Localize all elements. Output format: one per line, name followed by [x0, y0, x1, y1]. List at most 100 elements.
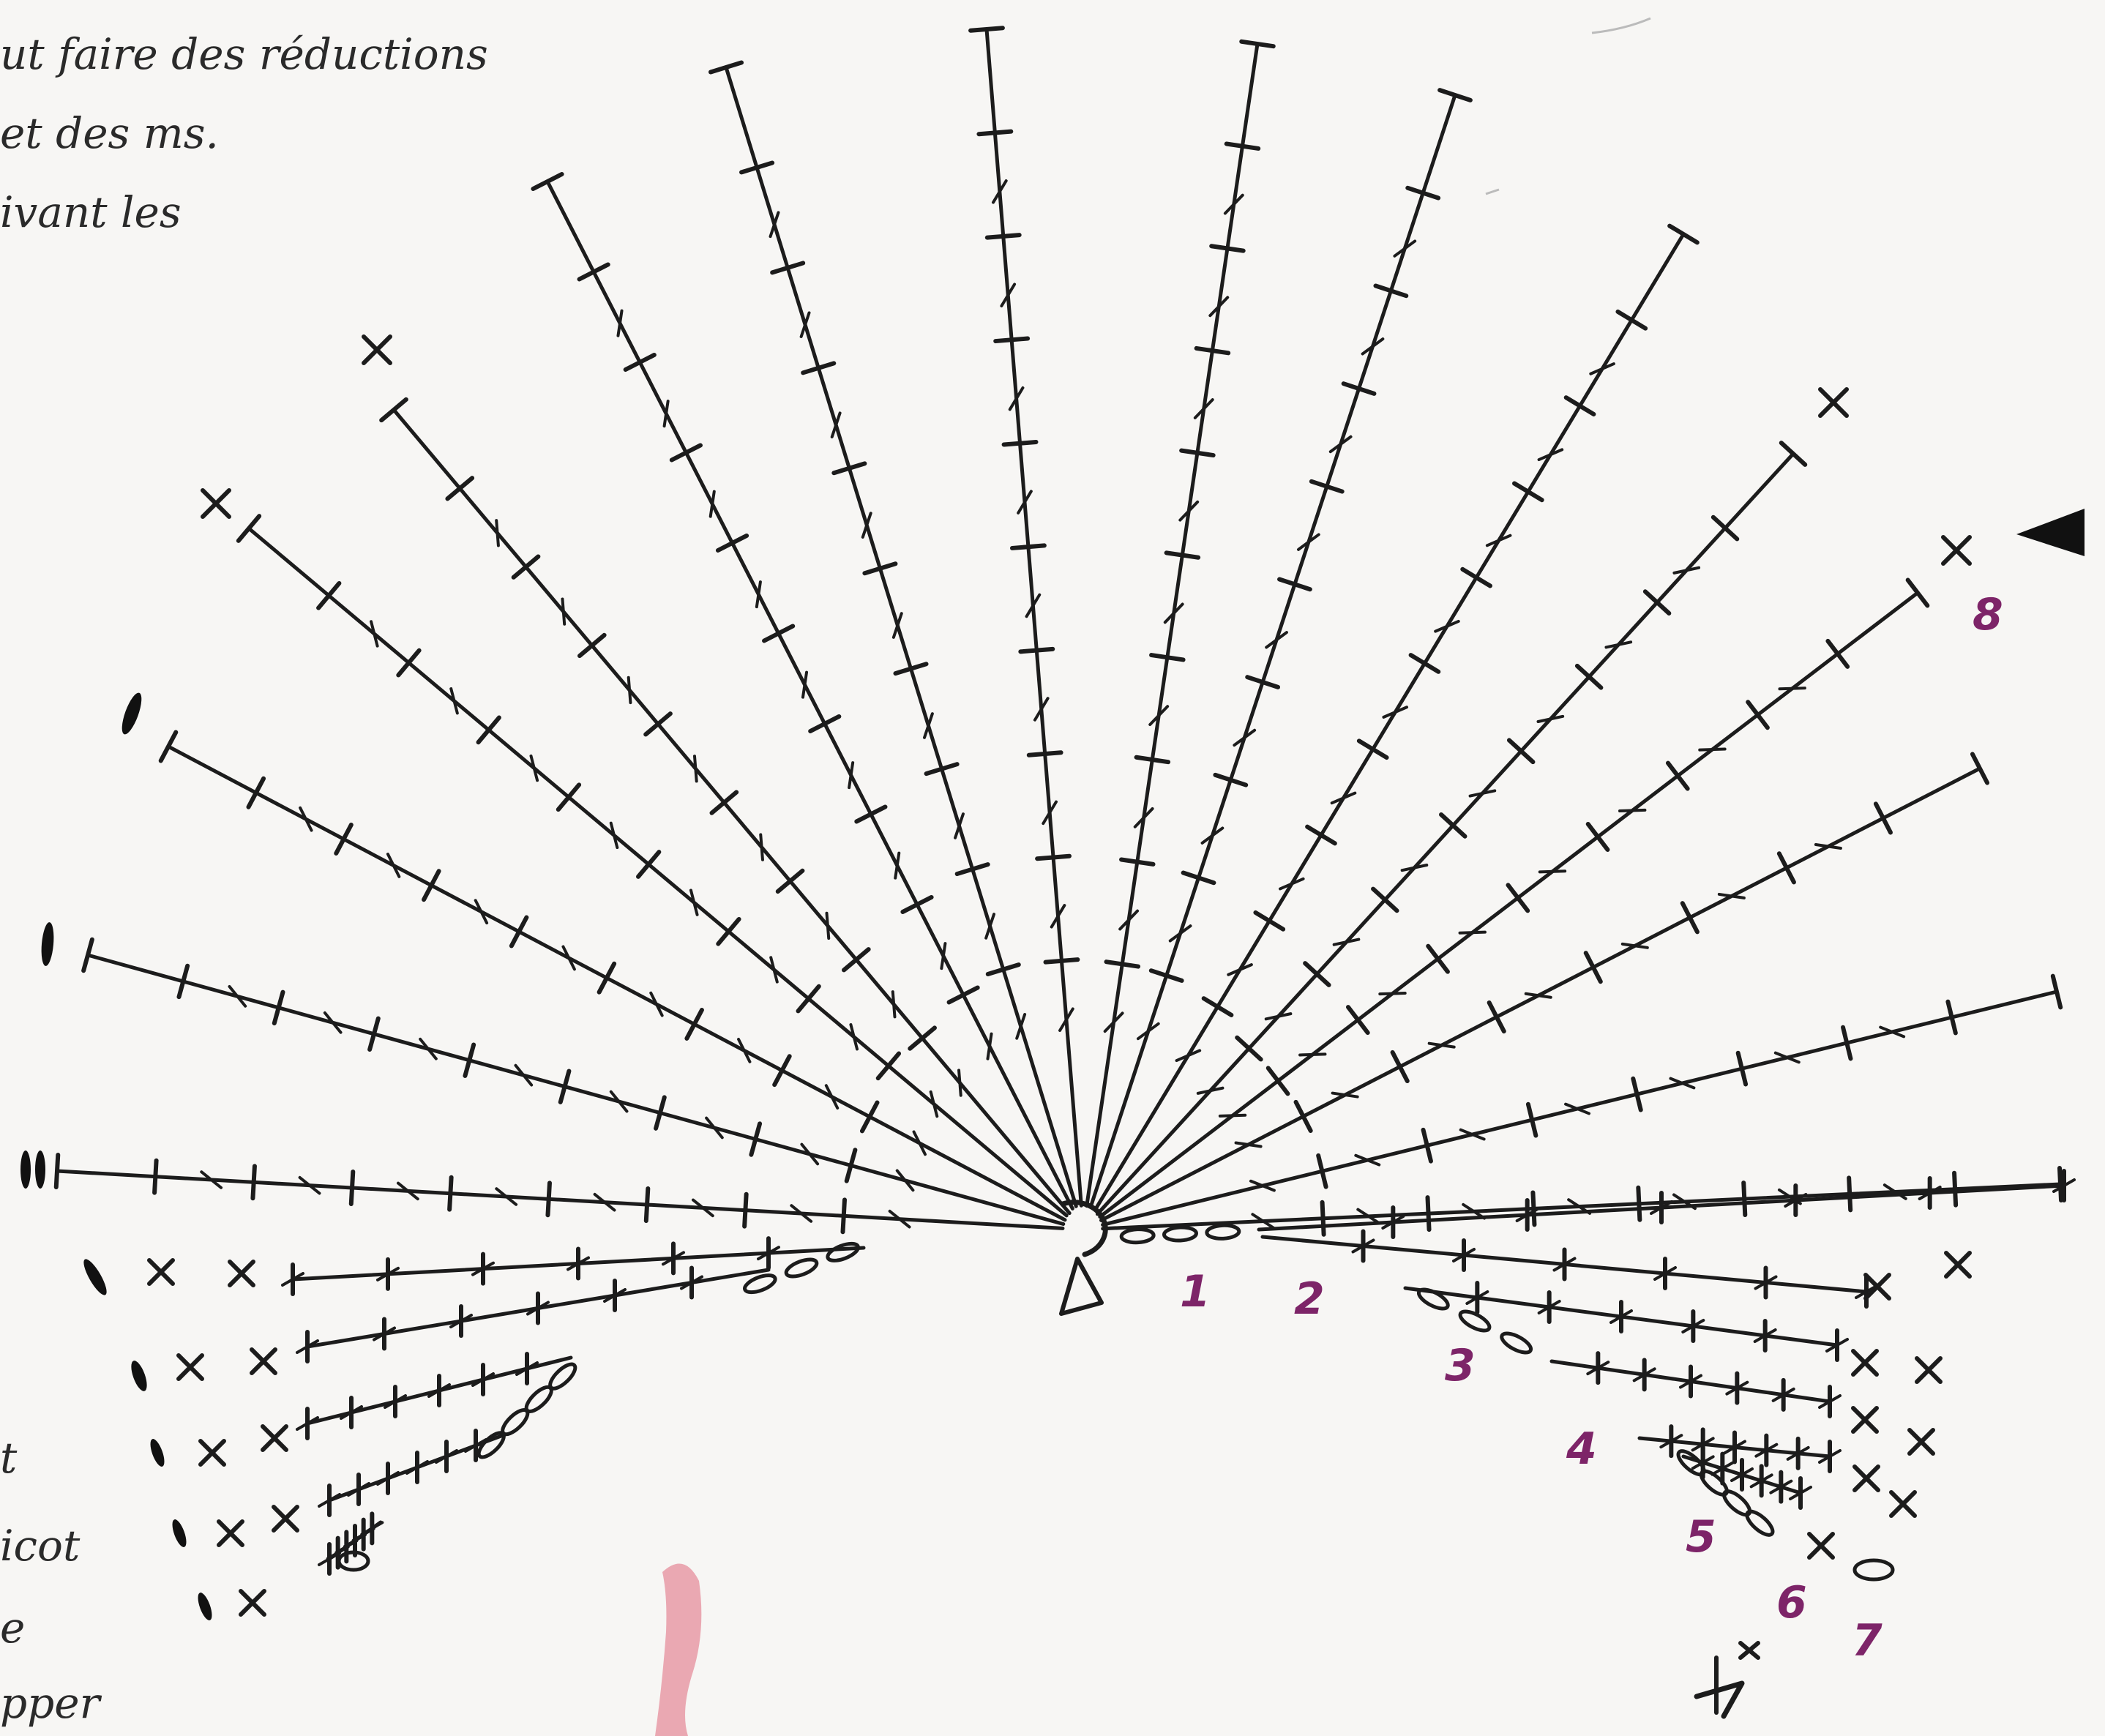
- double-crochet-bar: [669, 443, 703, 463]
- stitch-slash: [1381, 1215, 1405, 1230]
- double-crochet-bar: [1035, 853, 1072, 861]
- stitch-slash: [1485, 534, 1512, 547]
- single-crochet-x: [1807, 1532, 1835, 1560]
- stitch-slash: [1168, 924, 1192, 943]
- stitch-slash: [376, 1266, 400, 1282]
- stitch-slash: [705, 1116, 724, 1140]
- double-crochet-bar: [1487, 1000, 1506, 1034]
- slip-stitch-mark: [41, 922, 54, 966]
- slip-stitch-mark: [20, 1151, 31, 1189]
- double-crochet-bar: [1642, 589, 1672, 616]
- stitch-slash: [495, 1187, 518, 1206]
- double-crochet-bar: [463, 1042, 476, 1078]
- double-crochet-bar: [556, 782, 582, 812]
- double-crochet-bar: [509, 915, 529, 949]
- double-crochet-bar: [379, 397, 408, 423]
- double-crochet-bar: [684, 1008, 704, 1041]
- stitch-slash: [1698, 747, 1727, 752]
- double-crochet-bar: [623, 352, 657, 373]
- stitch-slash: [1609, 1309, 1633, 1324]
- slip-stitch-mark: [198, 1593, 212, 1620]
- stitch-slash: [1175, 1049, 1202, 1063]
- stitch-slash: [1196, 1086, 1225, 1095]
- stitch-slash: [318, 1552, 341, 1566]
- stitch-slash: [514, 1063, 534, 1087]
- double-crochet-bar: [1563, 395, 1596, 416]
- double-crochet-bar: [924, 762, 960, 777]
- stitch-slash: [940, 942, 947, 970]
- stitch-slash: [1778, 686, 1806, 691]
- double-crochet-bar: [1373, 283, 1409, 299]
- stitch-slash: [1042, 800, 1058, 826]
- stitch-slash: [1233, 728, 1257, 747]
- double-crochet-bar: [954, 862, 990, 877]
- stitch-slash: [1564, 1102, 1591, 1115]
- single-crochet-x: [1889, 1490, 1917, 1518]
- double-crochet-bar: [1201, 996, 1234, 1017]
- double-crochet-bar: [715, 533, 749, 553]
- stitch-slash: [662, 400, 670, 428]
- double-crochet-bar: [1026, 750, 1063, 757]
- single-crochet-x: [1915, 1356, 1943, 1384]
- slip-stitch-mark: [150, 1439, 165, 1467]
- stitch-slash: [1538, 869, 1567, 874]
- single-crochet-x: [1851, 1406, 1879, 1434]
- stitch-slash: [830, 411, 842, 438]
- double-crochet-bar: [1341, 381, 1377, 396]
- stitch-slash: [296, 1416, 319, 1431]
- double-crochet-bar: [1239, 39, 1276, 49]
- stitch-slash: [228, 984, 247, 1008]
- stitch-slash: [347, 1482, 370, 1497]
- stitch-slash: [1382, 706, 1409, 719]
- stitch-slash: [526, 1301, 550, 1316]
- double-crochet-bar: [796, 984, 821, 1014]
- text-fragment: pper: [0, 1678, 100, 1728]
- stitch-slash: [1691, 1437, 1715, 1452]
- stitch-slash: [1754, 1275, 1778, 1290]
- double-crochet-bar: [716, 916, 741, 946]
- stitch-slash: [755, 580, 762, 609]
- stitch-slash: [1050, 904, 1066, 929]
- magic-ring: [1059, 1200, 1108, 1316]
- stitch-slash: [1465, 1290, 1489, 1305]
- stitch-spoke: [247, 526, 1069, 1218]
- stitch-slash: [1552, 1257, 1577, 1272]
- stitch-slash: [1249, 1179, 1276, 1192]
- stitch-slash: [435, 1449, 458, 1464]
- text-fragment: icot: [0, 1521, 81, 1571]
- stitch-slash: [1264, 1012, 1293, 1021]
- double-crochet-bar: [968, 26, 1005, 33]
- double-crochet-bar: [1371, 886, 1399, 913]
- double-crochet-bar: [158, 730, 179, 763]
- stitch-slash: [1567, 1198, 1592, 1215]
- slip-stitch-mark: [131, 1361, 147, 1391]
- stitch-slash: [340, 1405, 363, 1420]
- stitch-slash: [1653, 1266, 1677, 1281]
- double-crochet-bar: [993, 336, 1031, 344]
- double-crochet-bar: [708, 60, 744, 75]
- double-crochet-bar: [1512, 481, 1544, 503]
- stitch-slash: [1753, 1328, 1777, 1343]
- single-crochet-x: [201, 488, 231, 519]
- single-crochet-x: [362, 334, 392, 365]
- double-crochet-bar: [749, 1121, 763, 1157]
- slip-stitch-mark: [121, 692, 142, 735]
- stitch-slash: [1354, 1153, 1381, 1167]
- double-crochet-bar: [1213, 772, 1249, 787]
- double-crochet-bar: [1426, 943, 1450, 974]
- stitch-slash: [680, 1275, 703, 1290]
- stitch-spoke: [86, 953, 1066, 1226]
- stitch-slash: [1356, 1208, 1381, 1225]
- double-crochet-bar: [1345, 1005, 1370, 1036]
- stitch-slash: [1814, 843, 1842, 850]
- double-crochet-bar: [985, 962, 1021, 977]
- double-crochet-bar: [1209, 244, 1246, 253]
- single-crochet-x: [147, 1258, 175, 1286]
- stitch-slash: [323, 1011, 343, 1034]
- double-crochet-bar: [250, 1164, 257, 1201]
- double-crochet-bar: [1952, 1170, 1959, 1208]
- double-crochet-bar: [246, 776, 266, 809]
- chain-stitch: [1119, 1227, 1156, 1245]
- double-crochet-bar: [476, 715, 501, 745]
